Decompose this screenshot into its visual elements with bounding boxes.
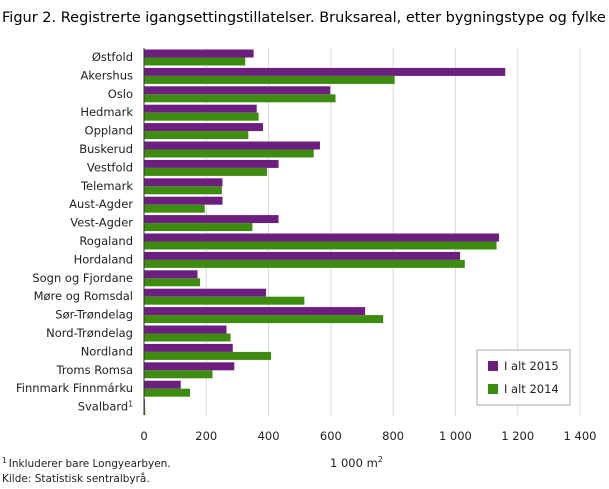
category-label: Oslo xyxy=(108,87,133,101)
category-label: Hordaland xyxy=(74,252,133,266)
x-axis-label: 1 000 m2 xyxy=(330,455,383,470)
category-label: Oppland xyxy=(85,124,133,138)
category-footnote-marker: 1 xyxy=(128,400,133,409)
category-label: Telemark xyxy=(80,179,133,193)
category-label: Møre og Romsdal xyxy=(34,289,133,303)
bar-2015 xyxy=(144,104,257,113)
category-label: Akershus xyxy=(81,68,133,82)
bar-2014 xyxy=(144,57,246,66)
bar-2014 xyxy=(144,241,497,250)
category-label: Nord-Trøndelag xyxy=(46,326,133,340)
category-label: Sogn og Fjordane xyxy=(32,271,133,285)
category-label: Sør-Trøndelag xyxy=(55,308,133,322)
bar-2015 xyxy=(144,86,331,95)
x-tick-label: 400 xyxy=(258,429,280,443)
category-label: Aust-Agder xyxy=(69,197,133,211)
bar-2014 xyxy=(144,149,314,158)
x-axis-label-superscript: 2 xyxy=(378,455,383,464)
category-label: Nordland xyxy=(81,344,133,358)
bar-2014 xyxy=(144,278,201,287)
bar-2015 xyxy=(144,215,279,224)
bar-2014 xyxy=(144,407,146,416)
chart-title: Figur 2. Registrerte igangsettingstillat… xyxy=(2,10,606,26)
category-label: Buskerud xyxy=(79,142,133,156)
category-label: Hedmark xyxy=(80,105,133,119)
bar-2015 xyxy=(144,380,181,389)
bar-2014 xyxy=(144,112,259,121)
bar-2015 xyxy=(144,251,461,260)
bar-2015 xyxy=(144,362,235,371)
bar-2015 xyxy=(144,67,506,76)
category-labels: Østfold Akershus Oslo Hedmark Oppland Buskeru… xyxy=(16,50,133,414)
bar-2014 xyxy=(144,296,305,305)
bar-2015 xyxy=(144,49,254,58)
bar-2014 xyxy=(144,204,205,213)
bar-2014 xyxy=(144,315,384,324)
bar-2015 xyxy=(144,288,267,297)
bar-2015 xyxy=(144,123,263,132)
category-label: Troms Romsa xyxy=(56,363,133,377)
bars xyxy=(144,49,506,416)
category-label: Vest-Agder xyxy=(70,216,133,230)
legend-label-2015: I alt 2015 xyxy=(504,359,559,373)
x-tick-label: 1 400 xyxy=(564,429,597,443)
bar-2015 xyxy=(144,270,198,279)
legend-swatch-2014 xyxy=(488,384,498,394)
category-label: Rogaland xyxy=(79,234,133,248)
bar-2015 xyxy=(144,178,223,187)
bar-2014 xyxy=(144,131,249,140)
x-tick-label: 600 xyxy=(320,429,342,443)
x-tick-labels: 0 200 400 600 800 1 000 1 200 1 400 xyxy=(140,429,596,443)
legend-frame xyxy=(476,349,571,406)
footnote-1-marker: 1 xyxy=(2,456,7,465)
bar-2015 xyxy=(144,196,223,205)
bar-2015 xyxy=(144,307,366,316)
x-tick-label: 800 xyxy=(382,429,404,443)
x-tick-label: 0 xyxy=(140,429,147,443)
category-label: Østfold xyxy=(92,50,133,64)
bar-2015 xyxy=(144,141,320,150)
bar-2014 xyxy=(144,167,268,176)
category-label: Vestfold xyxy=(87,160,133,174)
x-tick-label: 200 xyxy=(195,429,217,443)
bar-2015 xyxy=(144,233,500,242)
x-tick-label: 1 200 xyxy=(501,429,534,443)
legend: I alt 2015 I alt 2014 xyxy=(476,349,571,406)
bar-2015 xyxy=(144,325,227,334)
category-label: Svalbard1 xyxy=(78,400,134,414)
bar-2014 xyxy=(144,186,222,195)
bar-2014 xyxy=(144,259,465,268)
legend-swatch-2015 xyxy=(488,361,498,371)
bar-2014 xyxy=(144,333,231,342)
category-label: Finnmark Finnmárku xyxy=(16,381,133,395)
bar-2014 xyxy=(144,388,191,397)
grid-lines xyxy=(205,48,581,416)
bar-2014 xyxy=(144,94,336,103)
legend-label-2014: I alt 2014 xyxy=(504,382,559,396)
bar-2014 xyxy=(144,75,395,84)
bar-2014 xyxy=(144,351,272,360)
bar-2015 xyxy=(144,343,233,352)
footnote-1: 1 Inkluderer bare Longyearbyen. xyxy=(2,456,171,470)
bar-2015 xyxy=(144,159,279,168)
bar-2014 xyxy=(144,370,213,379)
x-tick-label: 1 000 xyxy=(439,429,472,443)
bar-2014 xyxy=(144,223,253,232)
footnote-source: Kilde: Statistisk sentralbyrå. xyxy=(2,472,150,485)
